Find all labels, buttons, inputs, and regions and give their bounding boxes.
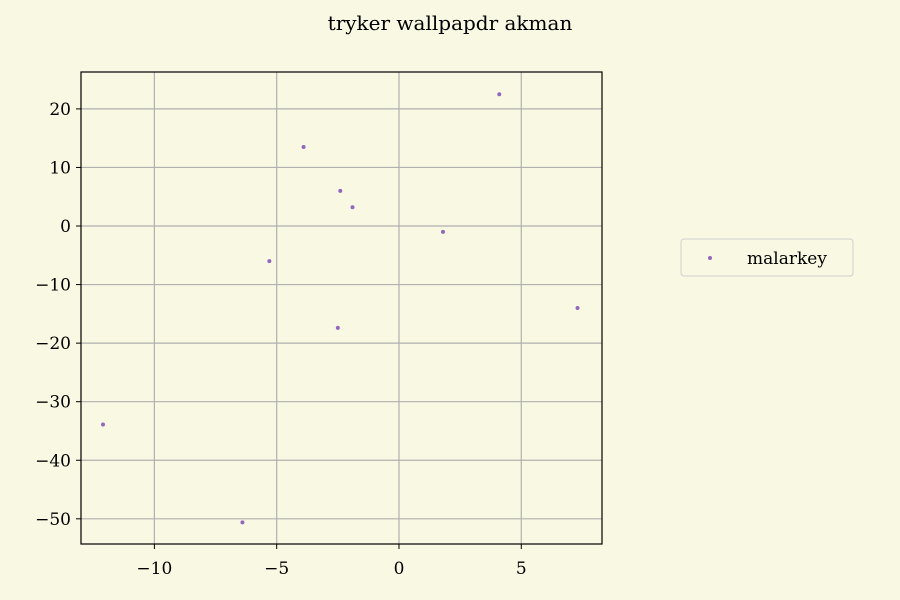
- legend-marker: [708, 256, 712, 260]
- y-tick-label: −20: [35, 334, 71, 354]
- y-tick-label: −10: [35, 276, 71, 296]
- data-point: [335, 325, 340, 330]
- chart-title: tryker wallpapdr akman: [328, 11, 573, 35]
- data-point: [267, 259, 272, 264]
- y-tick-label: −40: [35, 451, 71, 471]
- plot-frame: [80, 71, 603, 545]
- grid-lines: [81, 72, 602, 544]
- x-tick-label: −10: [136, 559, 172, 579]
- data-point: [338, 188, 343, 193]
- legend: malarkey: [680, 238, 854, 277]
- x-tick-label: −5: [264, 559, 289, 579]
- y-tick-label: 0: [60, 217, 71, 237]
- y-tick-label: −50: [35, 510, 71, 530]
- x-tick-label: 5: [516, 559, 527, 579]
- scatter-points: [101, 92, 580, 525]
- data-point: [441, 229, 446, 234]
- data-point: [101, 422, 106, 427]
- legend-label: malarkey: [747, 249, 827, 269]
- y-tick-label: 20: [49, 100, 71, 120]
- x-axis-ticks: −10 −5 0 5: [136, 544, 527, 579]
- data-point: [350, 205, 355, 210]
- y-axis-ticks: 20 10 0 −10 −20 −30 −40 −50: [35, 100, 81, 530]
- data-point: [497, 92, 502, 97]
- y-tick-label: −30: [35, 393, 71, 413]
- legend-box: [680, 238, 854, 277]
- data-point: [240, 520, 245, 525]
- data-point: [575, 306, 580, 310]
- x-tick-label: 0: [394, 559, 405, 579]
- data-point: [301, 144, 306, 149]
- y-tick-label: 10: [49, 158, 71, 178]
